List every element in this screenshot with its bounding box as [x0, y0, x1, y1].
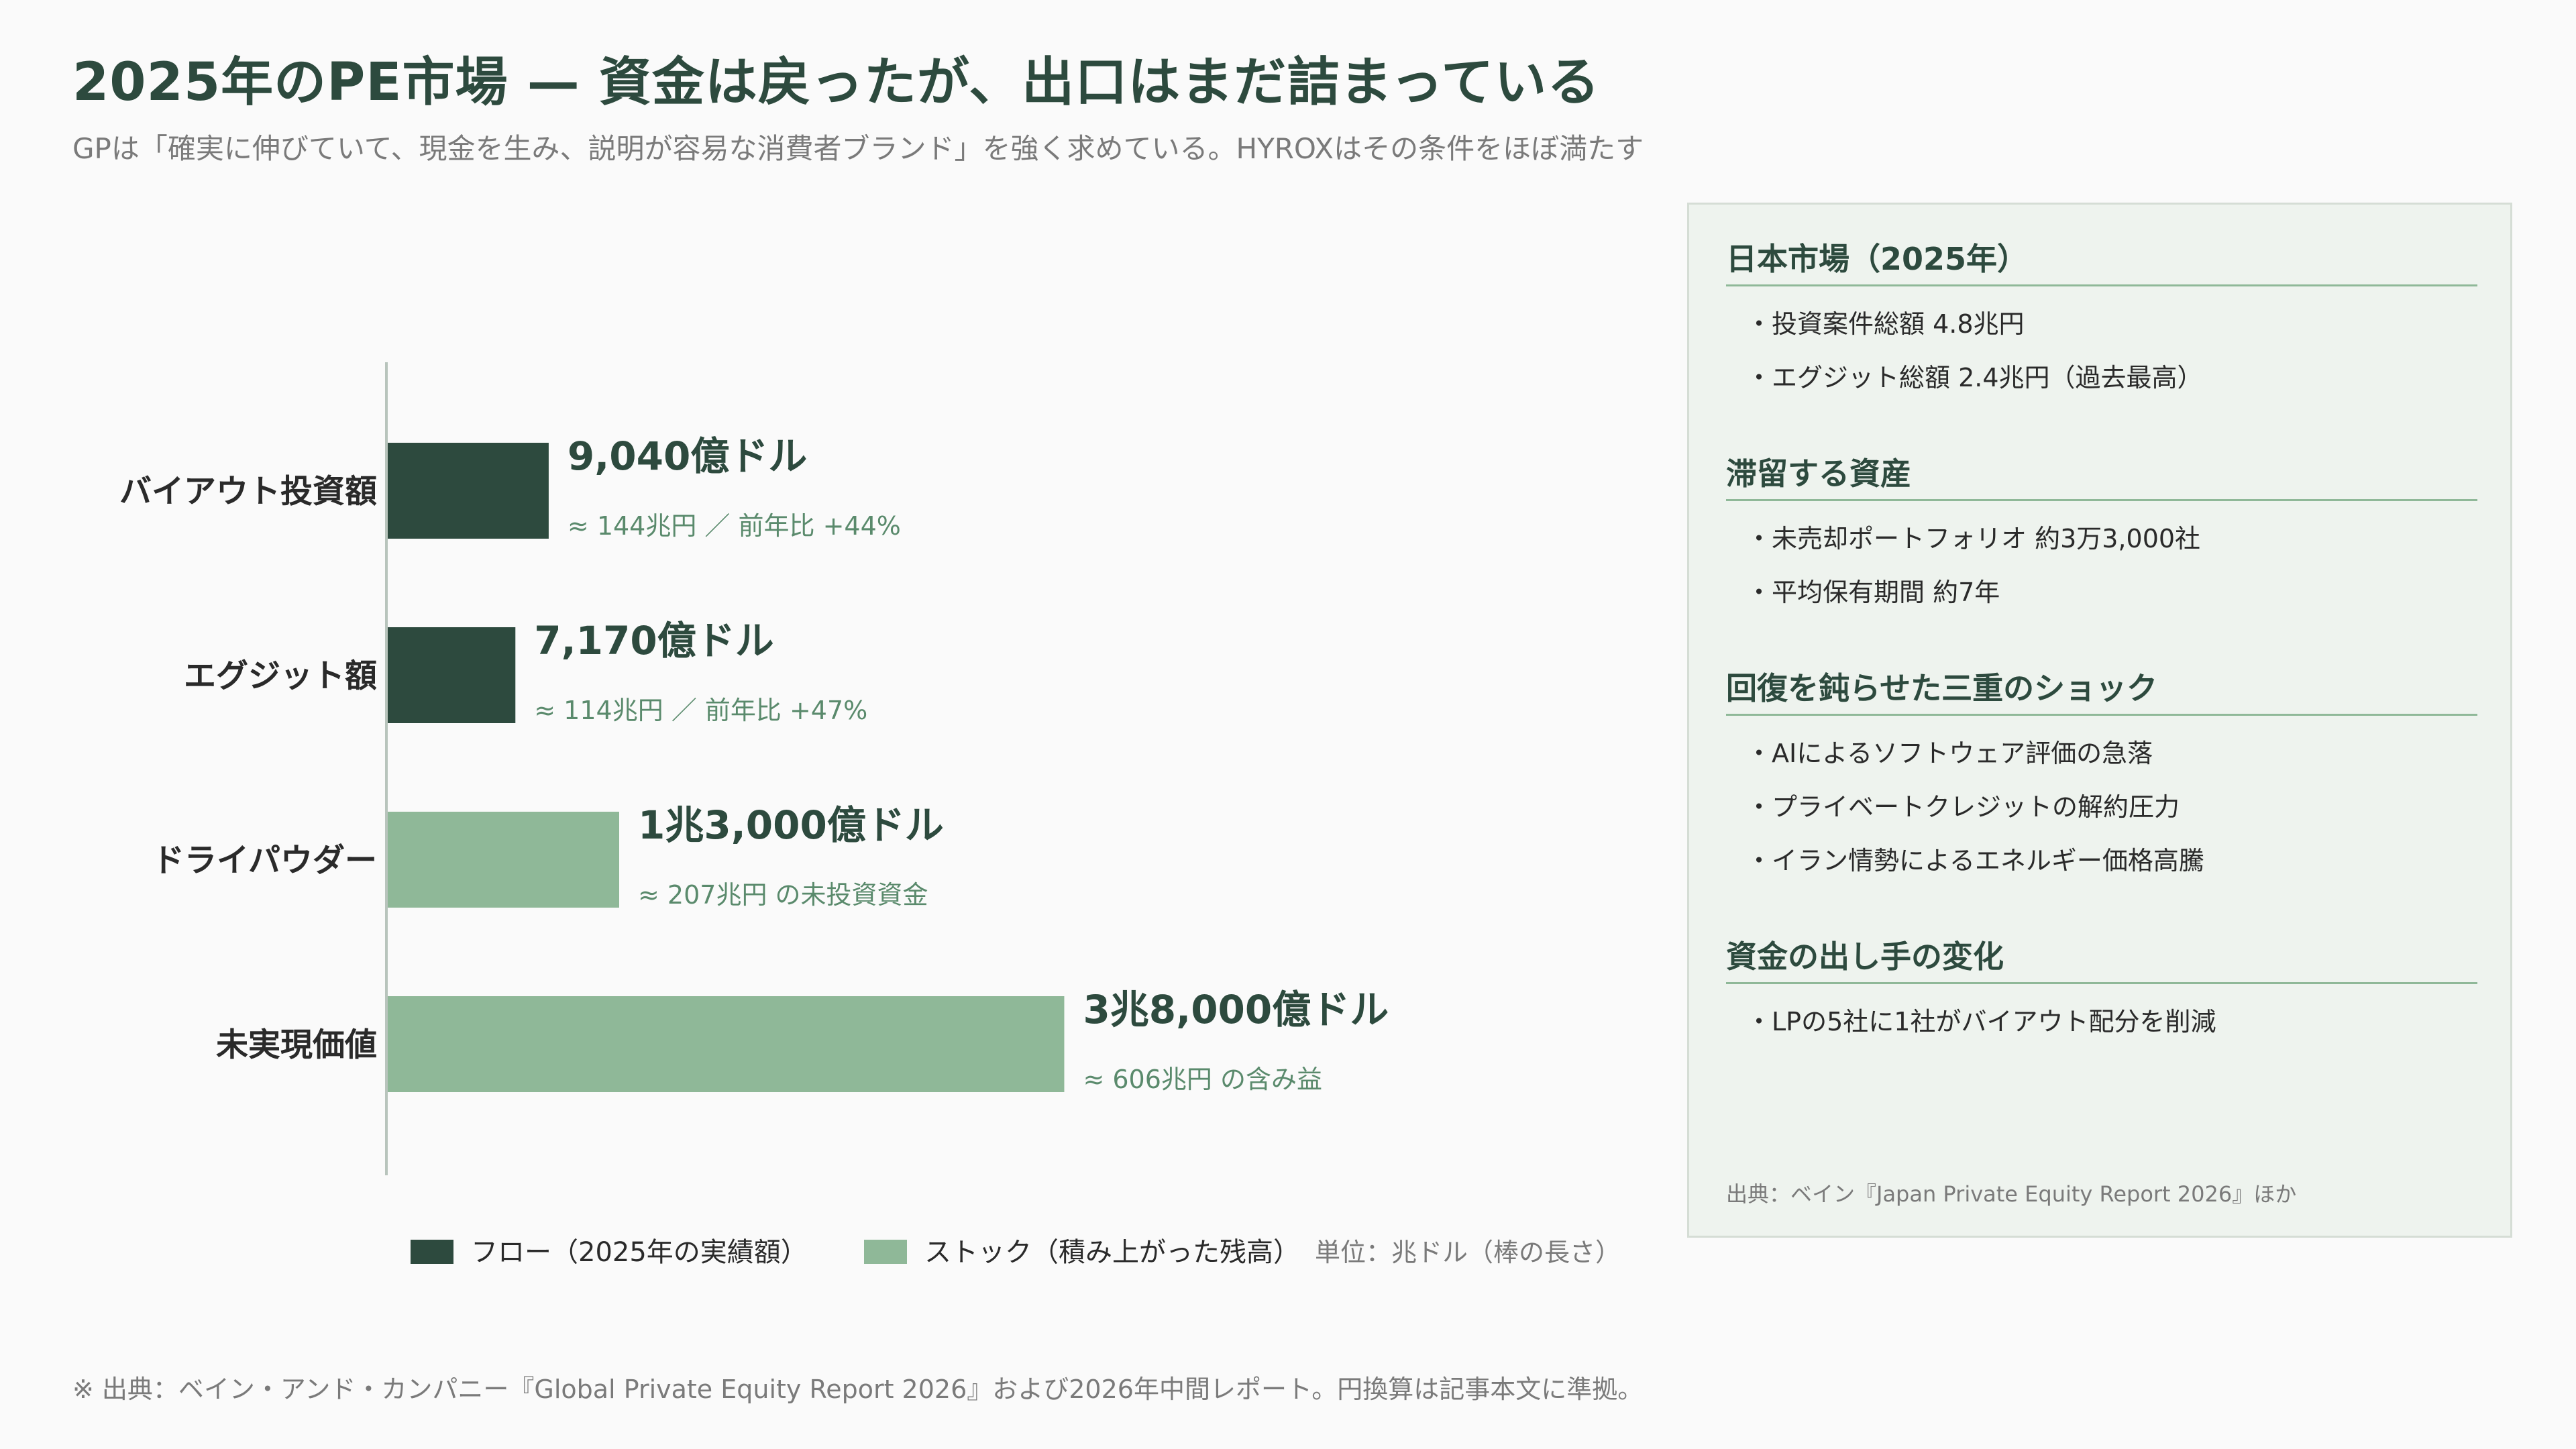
panel-item: ・イラン情勢によるエネルギー価格高騰 — [1746, 846, 2204, 875]
bars-layer: バイアウト投資額 9,040億ドル ≈ 144兆円 ／ 前年比 +44% エグジット額… — [119, 433, 1389, 1094]
legend-item: ストック（積み上がった残高） — [864, 1237, 1300, 1268]
category-label: バイアウト投資額 — [119, 473, 377, 511]
footnote: ※ 出典：ベイン・アンド・カンパニー『Global Private Equity… — [72, 1375, 1644, 1404]
panel-heading: 滞留する資産 — [1726, 449, 2477, 501]
panel-item: ・未売却ポートフォリオ 約3万3,000社 — [1746, 524, 2201, 553]
legend-item: フロー（2025年の実績額） — [411, 1237, 808, 1268]
category-label: ドライパウダー — [152, 842, 377, 879]
value-label: 1兆3,000億ドル — [638, 802, 944, 848]
panel-item: ・AIによるソフトウェア評価の急落 — [1746, 739, 2153, 768]
value-label: 7,170億ドル — [534, 618, 773, 663]
panel-item: ・エグジット総額 2.4兆円（過去最高） — [1746, 363, 2203, 392]
panel-heading: 資金の出し手の変化 — [1726, 932, 2477, 984]
category-label: エグジット額 — [184, 657, 377, 695]
pe-market-bar-chart: バイアウト投資額 9,040億ドル ≈ 144兆円 ／ 前年比 +44% エグジット額… — [119, 362, 1621, 1268]
bar-row: 未実現価値 3兆8,000億ドル ≈ 606兆円 の含み益 — [216, 987, 1389, 1094]
bar-row: バイアウト投資額 9,040億ドル ≈ 144兆円 ／ 前年比 +44% — [119, 433, 901, 541]
category-label: 未実現価値 — [216, 1026, 377, 1064]
panel-section: 資金の出し手の変化・LPの5社に1社がバイアウト配分を削減 — [1726, 932, 2477, 1038]
page-subtitle: GPは「確実に伸びていて、現金を生み、説明が容易な消費者ブランド」を強く求めてい… — [72, 132, 1644, 165]
legend-swatch — [411, 1240, 453, 1264]
panel-section: 滞留する資産・未売却ポートフォリオ 約3万3,000社 ・平均保有期間 約7年 — [1726, 449, 2477, 608]
value-sublabel: ≈ 606兆円 の含み益 — [1083, 1065, 1322, 1094]
panel-section: 回復を鈍らせた三重のショック・AIによるソフトウェア評価の急落 ・プライベートクレ… — [1726, 664, 2477, 877]
bar — [388, 812, 619, 908]
panel-item: ・LPの5社に1社がバイアウト配分を削減 — [1746, 1007, 2216, 1036]
page-title: 2025年のPE市場 — 資金は戻ったが、出口はまだ詰まっている — [72, 52, 1601, 113]
value-label: 3兆8,000億ドル — [1083, 987, 1389, 1032]
bar — [388, 627, 516, 723]
panel-section: 日本市場（2025年） ・投資案件総額 4.8兆円・エグジット総額 2.4兆円（過… — [1726, 235, 2477, 394]
bar — [388, 996, 1065, 1092]
unit-label: 単位：兆ドル（棒の長さ） — [1315, 1238, 1621, 1267]
bar — [388, 443, 549, 539]
bar-row: ドライパウダー 1兆3,000億ドル ≈ 207兆円 の未投資資金 — [152, 802, 944, 910]
legend-label: フロー（2025年の実績額） — [471, 1237, 808, 1268]
panel-item: ・平均保有期間 約7年 — [1746, 578, 2000, 607]
legend-label: ストック（積み上がった残高） — [924, 1237, 1300, 1268]
panel-heading: 回復を鈍らせた三重のショック — [1726, 664, 2477, 716]
value-sublabel: ≈ 207兆円 の未投資資金 — [638, 880, 928, 910]
legend: フロー（2025年の実績額） ストック（積み上がった残高） 単位：兆ドル（棒の長さ） — [411, 1237, 1621, 1268]
panel-heading: 日本市場（2025年） — [1726, 235, 2477, 286]
value-sublabel: ≈ 144兆円 ／ 前年比 +44% — [568, 511, 901, 541]
panel-item: ・投資案件総額 4.8兆円 — [1746, 309, 2025, 339]
value-sublabel: ≈ 114兆円 ／ 前年比 +47% — [534, 696, 867, 725]
panel-source: 出典：ベイン『Japan Private Equity Report 2026』… — [1726, 1181, 2297, 1207]
value-label: 9,040億ドル — [568, 433, 807, 479]
panel-item: ・プライベートクレジットの解約圧力 — [1746, 792, 2180, 822]
legend-swatch — [864, 1240, 907, 1264]
bar-row: エグジット額 7,170億ドル ≈ 114兆円 ／ 前年比 +47% — [184, 618, 867, 725]
summary-panel: 出典：ベイン『Japan Private Equity Report 2026』… — [1687, 203, 2512, 1238]
